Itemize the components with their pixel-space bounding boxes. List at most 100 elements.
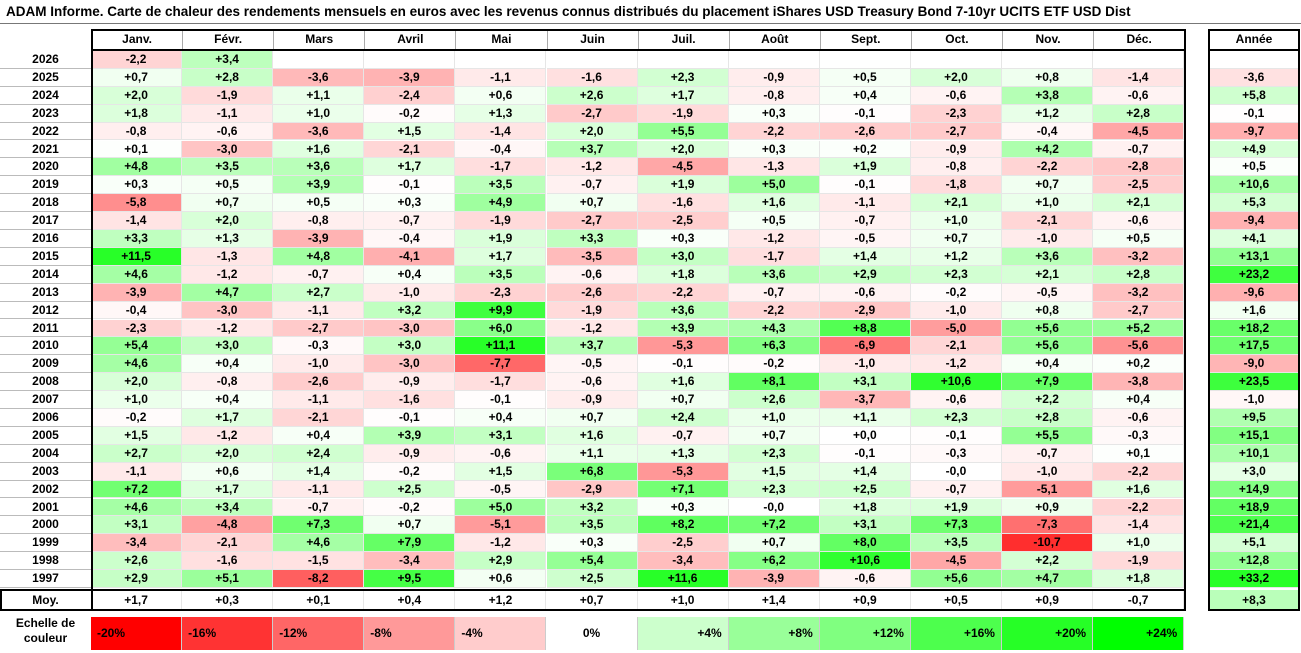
row-year-label: 2010: [0, 337, 91, 356]
heatmap-cell: -1,0: [364, 283, 456, 302]
heatmap-cell: -0,9: [546, 391, 638, 409]
heatmap-cell: -0,7: [637, 426, 729, 445]
month-header: Juil.: [637, 30, 729, 49]
heatmap-cell: +4,9: [455, 194, 547, 213]
row-year-label: 2019: [0, 176, 91, 195]
heatmap-cell: -0,6: [182, 122, 274, 141]
heatmap-cell: -0,7: [1093, 140, 1185, 159]
annual-cell: +4,1: [1209, 230, 1299, 248]
heatmap-cell: +1,5: [728, 462, 820, 481]
row-year-label: 2025: [0, 69, 91, 87]
heatmap-cell: +0,4: [364, 265, 456, 284]
annual-cell: +15,1: [1209, 426, 1299, 445]
heatmap-cell: -0,7: [910, 480, 1002, 499]
legend-swatch: +8%: [728, 617, 820, 650]
heatmap-cell: -0,1: [910, 426, 1002, 445]
heatmap-cell: +2,8: [1093, 104, 1185, 123]
annual-cell: +12,8: [1209, 552, 1299, 571]
heatmap-cell: -2,7: [546, 212, 638, 230]
row-year-label: 2016: [0, 230, 91, 248]
heatmap-cell: +0,7: [637, 391, 729, 409]
heatmap-cell: +2,0: [182, 444, 274, 463]
average-cell: +0,7: [546, 590, 638, 610]
heatmap-cell: +3,5: [546, 516, 638, 535]
heatmap-cell: -1,9: [455, 212, 547, 230]
year-header: Année: [1235, 32, 1273, 46]
heatmap-cell: +3,1: [819, 373, 911, 392]
heatmap-cell: -0,0: [910, 462, 1002, 481]
heatmap-cell: +0,5: [819, 68, 911, 87]
annual-cell: +33,2: [1209, 570, 1299, 588]
heatmap-cell: -3,4: [364, 552, 456, 571]
heatmap-cell: +3,7: [546, 337, 638, 356]
heatmap-cell: +0,8: [1002, 68, 1094, 87]
heatmap-cell: [819, 51, 911, 69]
legend-swatch: +4%: [637, 617, 729, 650]
annual-cell: -9,0: [1209, 355, 1299, 374]
row-year-label: 2014: [0, 266, 91, 284]
heatmap-cell: -2,2: [728, 122, 820, 141]
heatmap-cell: +3,9: [364, 426, 456, 445]
heatmap-cell: -5,1: [455, 516, 547, 535]
heatmap-cell: -0,5: [455, 480, 547, 499]
heatmap-cell: +1,6: [546, 426, 638, 445]
heatmap-cell: +2,8: [1093, 265, 1185, 284]
heatmap-cell: -1,3: [728, 158, 820, 177]
heatmap-cell: +5,5: [637, 122, 729, 141]
heatmap-cell: +11,1: [455, 337, 547, 356]
heatmap-cell: +3,8: [1002, 86, 1094, 105]
heatmap-cell: -1,1: [273, 480, 365, 499]
heatmap-cell: +3,9: [637, 319, 729, 338]
heatmap-cell: -2,2: [1002, 158, 1094, 177]
heatmap-cell: +5,6: [1002, 319, 1094, 338]
average-cell: +0,3: [182, 590, 274, 610]
heatmap-cell: -4,5: [910, 552, 1002, 571]
heatmap-cell: -1,4: [1093, 516, 1185, 535]
heatmap-cell: +1,9: [455, 230, 547, 248]
heatmap-cell: +2,7: [273, 283, 365, 302]
heatmap-cell: +1,2: [1002, 104, 1094, 123]
heatmap-cell: -1,4: [455, 122, 547, 141]
heatmap-cell: +2,4: [273, 444, 365, 463]
annual-cell: +5,1: [1209, 534, 1299, 553]
row-year-label: 2003: [0, 463, 91, 481]
heatmap-cell: +0,3: [364, 194, 456, 213]
heatmap-cell: -2,2: [1093, 462, 1185, 481]
heatmap-cell: +0,6: [182, 462, 274, 481]
heatmap-cell: -1,9: [637, 104, 729, 123]
heatmap-cell: +7,3: [273, 516, 365, 535]
annual-cell: +13,1: [1209, 247, 1299, 266]
heatmap-cell: +6,2: [728, 552, 820, 571]
heatmap-cell: +3,6: [1002, 247, 1094, 266]
heatmap-cell: +10,6: [910, 373, 1002, 392]
row-year-label: 2024: [0, 87, 91, 105]
heatmap-cell: [455, 51, 547, 69]
heatmap-cell: +0,7: [364, 516, 456, 535]
heatmap-cell: +6,8: [546, 462, 638, 481]
month-header: Avril: [364, 30, 455, 49]
heatmap-cell: -1,1: [273, 391, 365, 409]
heatmap-cell: -0,4: [364, 230, 456, 248]
heatmap-cell: +7,1: [637, 480, 729, 499]
heatmap-cell: +0,4: [273, 426, 365, 445]
heatmap-cell: -2,6: [819, 122, 911, 141]
heatmap-cell: -2,8: [1093, 158, 1185, 177]
heatmap-cell: -2,5: [1093, 176, 1185, 195]
heatmap-cell: +1,4: [273, 462, 365, 481]
heatmap-cell: [637, 51, 729, 69]
heatmap-cell: -0,4: [1002, 122, 1094, 141]
heatmap-cell: +5,2: [1093, 319, 1185, 338]
heatmap-cell: -1,1: [273, 301, 365, 320]
legend-swatch: +16%: [910, 617, 1002, 650]
heatmap-cell: -0,1: [364, 176, 456, 195]
heatmap-cell: +2,1: [910, 194, 1002, 213]
heatmap-cell: -0,2: [364, 462, 456, 481]
heatmap-cell: +7,2: [91, 480, 183, 499]
annual-cell: -9,6: [1209, 283, 1299, 302]
heatmap-cell: +0,4: [1002, 355, 1094, 374]
heatmap-cell: +1,9: [910, 498, 1002, 517]
heatmap-cell: -1,2: [546, 319, 638, 338]
heatmap-cell: -7,3: [1002, 516, 1094, 535]
row-year-label: 2005: [0, 427, 91, 445]
heatmap-cell: -3,8: [1093, 373, 1185, 392]
